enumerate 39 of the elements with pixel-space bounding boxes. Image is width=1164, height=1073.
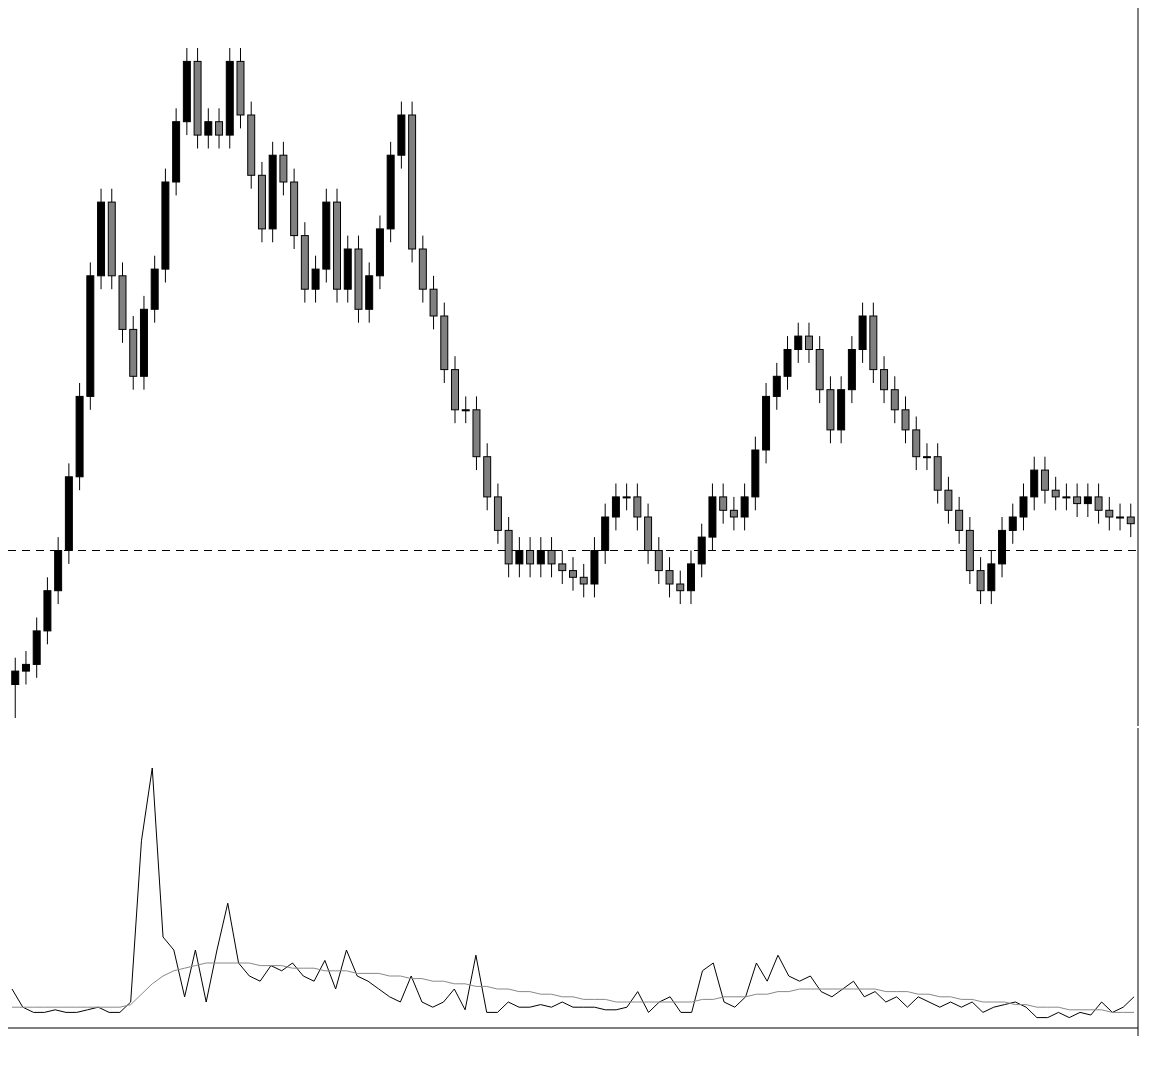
candlestick (890, 375, 899, 424)
candlestick (676, 570, 685, 605)
candlestick (1040, 456, 1049, 505)
candlestick (955, 496, 964, 545)
candlestick (665, 556, 674, 598)
candlestick (1105, 496, 1114, 531)
candlestick (204, 107, 213, 149)
candlestick (794, 322, 803, 364)
candlestick (976, 556, 985, 605)
candlestick (21, 650, 30, 685)
candlestick (729, 496, 738, 531)
candlestick (1008, 503, 1017, 545)
candlestick (215, 107, 224, 149)
candlestick (1094, 483, 1103, 525)
candlestick (311, 255, 320, 304)
candlestick (901, 395, 910, 444)
candlestick (1083, 483, 1092, 518)
candlestick (579, 563, 588, 598)
candlestick (1073, 483, 1082, 518)
candlestick (526, 536, 535, 578)
candlestick (611, 483, 620, 531)
candlestick (804, 322, 813, 364)
candlestick (1051, 476, 1060, 511)
candlestick (461, 395, 470, 424)
candlestick (1062, 483, 1071, 511)
candlestick (1019, 483, 1028, 531)
candlestick (740, 483, 749, 531)
candlestick (880, 355, 889, 404)
candlestick (1126, 503, 1135, 538)
candlestick (622, 483, 631, 511)
candlestick (922, 442, 931, 471)
candlestick (719, 483, 728, 525)
candlestick (1116, 503, 1125, 531)
candlestick (11, 657, 20, 719)
candlestick (633, 483, 642, 531)
candlestick (772, 362, 781, 411)
candlestick (569, 556, 577, 592)
candlestick (558, 550, 567, 585)
candlestick (944, 476, 953, 525)
